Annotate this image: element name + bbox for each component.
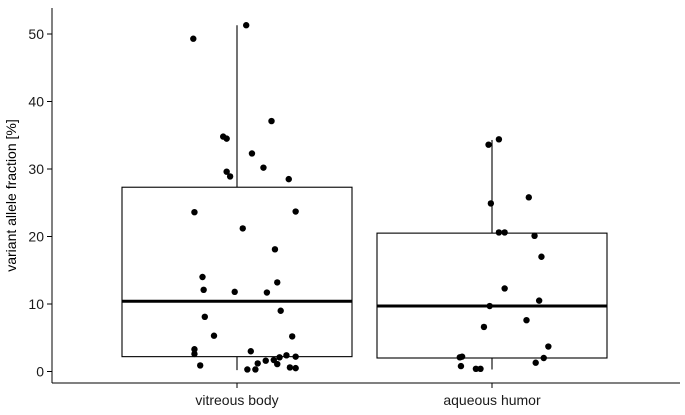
aqueous-humor-point-1 — [485, 141, 492, 148]
plot-area: 0 10 20 30 40 50 vitreous body aqueous humor — [28, 8, 680, 408]
vitreous-body-point-35 — [292, 364, 299, 372]
vitreous-body-point-34 — [286, 364, 294, 371]
vitreous-body-point-17 — [231, 288, 238, 296]
vitreous-body-point-20 — [201, 313, 208, 321]
aqueous-humor-point-19 — [472, 365, 480, 372]
aqueous-humor-point-5 — [501, 229, 508, 236]
vitreous-body-point-24 — [247, 348, 254, 355]
vitreous-body-point-7 — [223, 168, 230, 175]
vitreous-body-point-18 — [263, 289, 271, 296]
vitreous-body-point-0 — [190, 35, 197, 42]
vitreous-body-point-23 — [191, 346, 198, 353]
vitreous-body-point-28 — [292, 353, 299, 360]
vitreous-body-point-5 — [248, 150, 256, 157]
y-tick-label-30: 30 — [28, 161, 44, 177]
vitreous-body-point-27 — [283, 352, 290, 359]
vitreous-body-point-9 — [285, 175, 292, 183]
aqueous-humor-point-11 — [523, 317, 530, 324]
vitreous-body-box — [121, 186, 353, 358]
vitreous-body-point-14 — [199, 273, 206, 281]
aqueous-humor-box — [376, 232, 608, 359]
vitreous-body-point-37 — [252, 366, 259, 373]
y-tick-label-10: 10 — [28, 296, 44, 312]
y-tick-label-40: 40 — [28, 94, 44, 110]
aqueous-humor-point-17 — [532, 359, 539, 366]
aqueous-humor-point-15 — [456, 354, 463, 361]
vitreous-body-point-32 — [274, 360, 281, 368]
y-tick-label-20: 20 — [28, 229, 44, 245]
aqueous-humor-point-3 — [487, 200, 495, 207]
vitreous-body-point-33 — [197, 362, 204, 369]
vitreous-body-point-26 — [276, 354, 283, 361]
vitreous-body-point-16 — [200, 286, 207, 294]
aqueous-humor-point-8 — [501, 285, 508, 292]
x-tick-label-vitreous-body: vitreous body — [195, 392, 278, 408]
aqueous-humor-point-4 — [495, 229, 503, 236]
vitreous-body-point-8 — [226, 173, 234, 180]
vitreous-body-point-10 — [191, 209, 198, 216]
vitreous-body-point-25 — [191, 350, 198, 358]
aqueous-humor-point-12 — [480, 323, 488, 331]
vitreous-body-point-22 — [289, 333, 296, 340]
y-axis-title: variant allele fraction [%] — [3, 119, 19, 272]
aqueous-humor-point-13 — [545, 343, 552, 350]
x-tick-label-aqueous-humor: aqueous humor — [443, 392, 541, 408]
vitreous-body-point-12 — [239, 225, 246, 232]
y-tick-label-0: 0 — [36, 364, 44, 380]
aqueous-humor-point-16 — [540, 354, 547, 362]
vitreous-body-point-13 — [271, 246, 279, 253]
vitreous-body-point-15 — [274, 279, 281, 286]
vitreous-body-point-30 — [262, 357, 269, 364]
aqueous-humor-point-9 — [535, 297, 543, 304]
aqueous-humor-point-6 — [531, 232, 538, 240]
vitreous-body-point-4 — [223, 135, 230, 142]
vitreous-body-point-19 — [277, 307, 284, 314]
vitreous-body-point-6 — [260, 164, 267, 171]
vitreous-body-point-21 — [210, 332, 218, 339]
aqueous-humor-point-0 — [495, 136, 503, 143]
aqueous-humor-point-2 — [525, 194, 532, 201]
y-tick-label-50: 50 — [28, 26, 44, 42]
vitreous-body-point-11 — [292, 208, 299, 215]
vitreous-body-point-31 — [254, 360, 261, 367]
vitreous-body-point-1 — [243, 22, 250, 29]
aqueous-humor-point-10 — [486, 302, 493, 310]
aqueous-humor-point-7 — [538, 253, 545, 260]
aqueous-humor-point-20 — [477, 365, 484, 372]
vitreous-body-point-2 — [268, 117, 275, 125]
aqueous-humor-point-18 — [457, 362, 465, 370]
vitreous-body-point-36 — [244, 366, 251, 373]
